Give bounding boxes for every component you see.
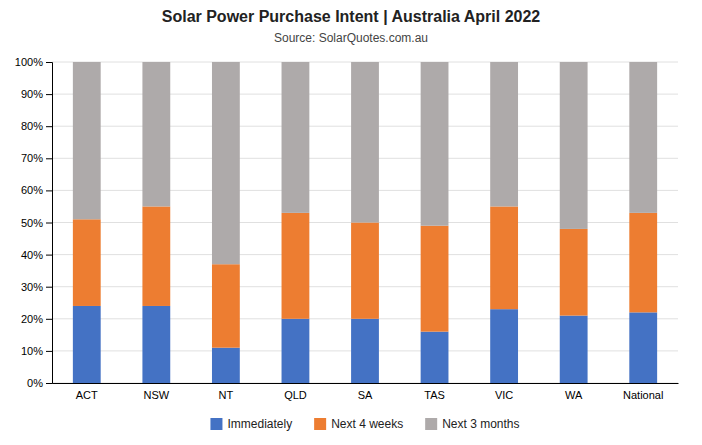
chart: Solar Power Purchase Intent | Australia … [0, 0, 702, 445]
bar-segment [490, 62, 518, 206]
y-axis: 0% 10% 20% 30% 40% 50% 60% 70% 80% 90% 100% [15, 56, 53, 389]
x-tick: QLD [284, 389, 307, 401]
y-tick: 50% [21, 217, 52, 229]
y-tick-label: 0% [27, 377, 43, 389]
y-tick-label: 80% [21, 120, 43, 132]
legend-swatch [210, 418, 222, 430]
y-tick-label: 20% [21, 313, 43, 325]
bar-segment [282, 62, 310, 213]
bar-segment [73, 306, 101, 383]
x-tick-label: National [623, 389, 663, 401]
bar-segment [212, 348, 240, 383]
x-tick: SA [358, 389, 373, 401]
legend-label: Immediately [227, 417, 292, 431]
x-tick-label: NSW [143, 389, 169, 401]
y-tick-label: 70% [21, 152, 43, 164]
x-tick: ACT [76, 389, 98, 401]
x-tick-label: TAS [424, 389, 445, 401]
legend-item: Next 4 weeks [314, 417, 403, 431]
bar-segment [560, 62, 588, 229]
x-axis-line [53, 383, 679, 384]
title: Solar Power Purchase Intent | Australia … [162, 8, 541, 25]
y-tick-mark [46, 62, 52, 63]
y-tick: 90% [21, 88, 52, 100]
legend-item: Immediately [210, 417, 292, 431]
y-tick: 20% [21, 313, 52, 325]
y-tick-mark [46, 126, 52, 127]
x-tick: WA [565, 389, 583, 401]
y-tick-mark [46, 319, 52, 320]
x-tick: NT [219, 389, 234, 401]
bar-segment [142, 62, 170, 206]
y-tick-mark [46, 383, 52, 384]
bar-segment [421, 332, 449, 383]
x-tick: VIC [495, 389, 513, 401]
bar-segment [351, 319, 379, 383]
x-axis: ACT NSW NT QLD SA TAS VIC WA National [53, 384, 679, 401]
y-tick-mark [46, 223, 52, 224]
subtitle: Source: SolarQuotes.com.au [274, 31, 428, 45]
y-tick-mark [46, 190, 52, 191]
bar-segment [351, 223, 379, 319]
bar-segment [421, 226, 449, 332]
bar-segment [560, 316, 588, 383]
y-tick-mark [46, 351, 52, 352]
bar-segment [212, 264, 240, 347]
y-tick: 30% [21, 281, 52, 293]
bar-segment [73, 62, 101, 219]
x-tick: NSW [143, 389, 169, 401]
x-tick-label: QLD [284, 389, 307, 401]
y-tick-mark [46, 158, 52, 159]
y-tick-label: 50% [21, 217, 43, 229]
bar-segment [490, 206, 518, 309]
x-tick-label: SA [358, 389, 373, 401]
grid [52, 62, 678, 383]
legend-swatch [314, 418, 326, 430]
bar-segment [629, 62, 657, 213]
y-tick-mark [46, 255, 52, 256]
y-axis-line [46, 63, 53, 384]
y-tick: 60% [21, 184, 52, 196]
bar-segment [421, 62, 449, 226]
legend: Immediately Next 4 weeks Next 3 months [210, 417, 519, 431]
bar-segment [212, 62, 240, 264]
bar-segment [282, 213, 310, 319]
bars [73, 62, 657, 383]
y-tick: 70% [21, 152, 52, 164]
x-tick-label: VIC [495, 389, 513, 401]
y-tick-label: 10% [21, 345, 43, 357]
y-tick-mark [46, 287, 52, 288]
legend-item: Next 3 months [425, 417, 519, 431]
x-tick-label: WA [565, 389, 583, 401]
legend-swatch [425, 418, 437, 430]
x-tick-label: ACT [76, 389, 98, 401]
bar-segment [629, 213, 657, 313]
y-tick: 100% [15, 56, 52, 68]
bar-segment [282, 319, 310, 383]
bar-segment [490, 309, 518, 383]
bar-segment [351, 62, 379, 223]
y-tick-label: 100% [15, 56, 43, 68]
y-tick-label: 90% [21, 88, 43, 100]
bar-segment [629, 312, 657, 383]
x-tick-label: NT [219, 389, 234, 401]
y-tick: 40% [21, 249, 52, 261]
bar-series [73, 62, 657, 264]
y-tick: 10% [21, 345, 52, 357]
legend-label: Next 4 weeks [331, 417, 403, 431]
bar-segment [73, 219, 101, 306]
bar-segment [142, 206, 170, 306]
y-tick-label: 60% [21, 184, 43, 196]
y-tick-mark [46, 94, 52, 95]
y-tick-label: 30% [21, 281, 43, 293]
legend-label: Next 3 months [442, 417, 519, 431]
x-tick: TAS [424, 389, 445, 401]
bar-segment [560, 229, 588, 316]
y-tick: 80% [21, 120, 52, 132]
bar-segment [142, 306, 170, 383]
plot: ACT NSW NT QLD SA TAS VIC WA National 0% 10% 20% 30%… [15, 56, 679, 401]
y-tick: 0% [27, 377, 52, 389]
x-tick: National [623, 389, 663, 401]
y-tick-label: 40% [21, 249, 43, 261]
